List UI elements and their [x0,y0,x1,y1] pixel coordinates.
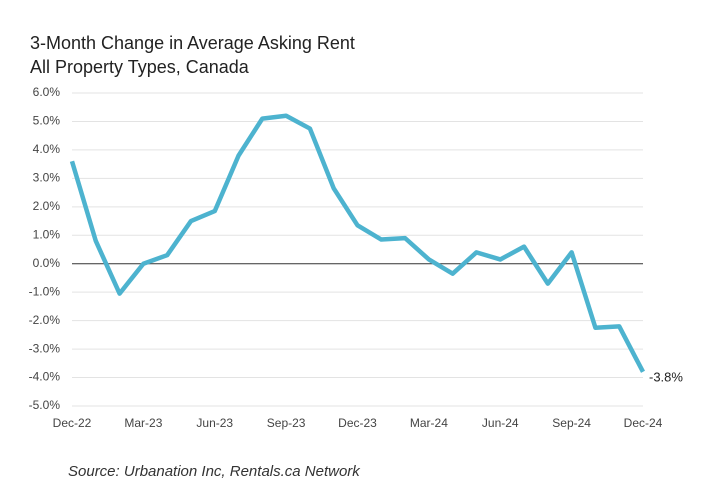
y-tick-label: -3.0% [29,341,61,355]
y-tick-label: 1.0% [33,227,61,241]
y-tick-label: -4.0% [29,370,61,384]
y-tick-label: 3.0% [33,171,61,185]
x-tick-label: Dec-22 [53,416,92,430]
line [69,113,645,373]
y-tick-label: -2.0% [29,313,61,327]
x-tick-label: Jun-24 [482,416,519,430]
y-tick-label: 0.0% [33,256,61,270]
chart-subtitle: All Property Types, Canada [30,57,250,77]
x-tick-label: Mar-23 [124,416,162,430]
x-tick-label: Dec-23 [338,416,377,430]
y-tick-label: -5.0% [29,398,61,412]
y-tick-label: 5.0% [33,114,61,128]
source: Source: Urbanation Inc, Rentals.ca Netwo… [68,463,361,480]
chart-title: 3-Month Change in Average Asking Rent [30,33,355,53]
data-label: -3.8% [649,369,683,384]
y-tick-label: 6.0% [33,85,61,99]
y-tick-label: 2.0% [33,199,61,213]
x-tick-label: Jun-23 [196,416,233,430]
x-tick-label: Sep-24 [552,416,591,430]
x-tick-label: Mar-24 [410,416,448,430]
x-tick-label: Dec-24 [624,416,663,430]
x-tick-label: Sep-23 [267,416,306,430]
y-tick-label: 4.0% [33,142,61,156]
y-tick-label: -1.0% [29,284,61,298]
